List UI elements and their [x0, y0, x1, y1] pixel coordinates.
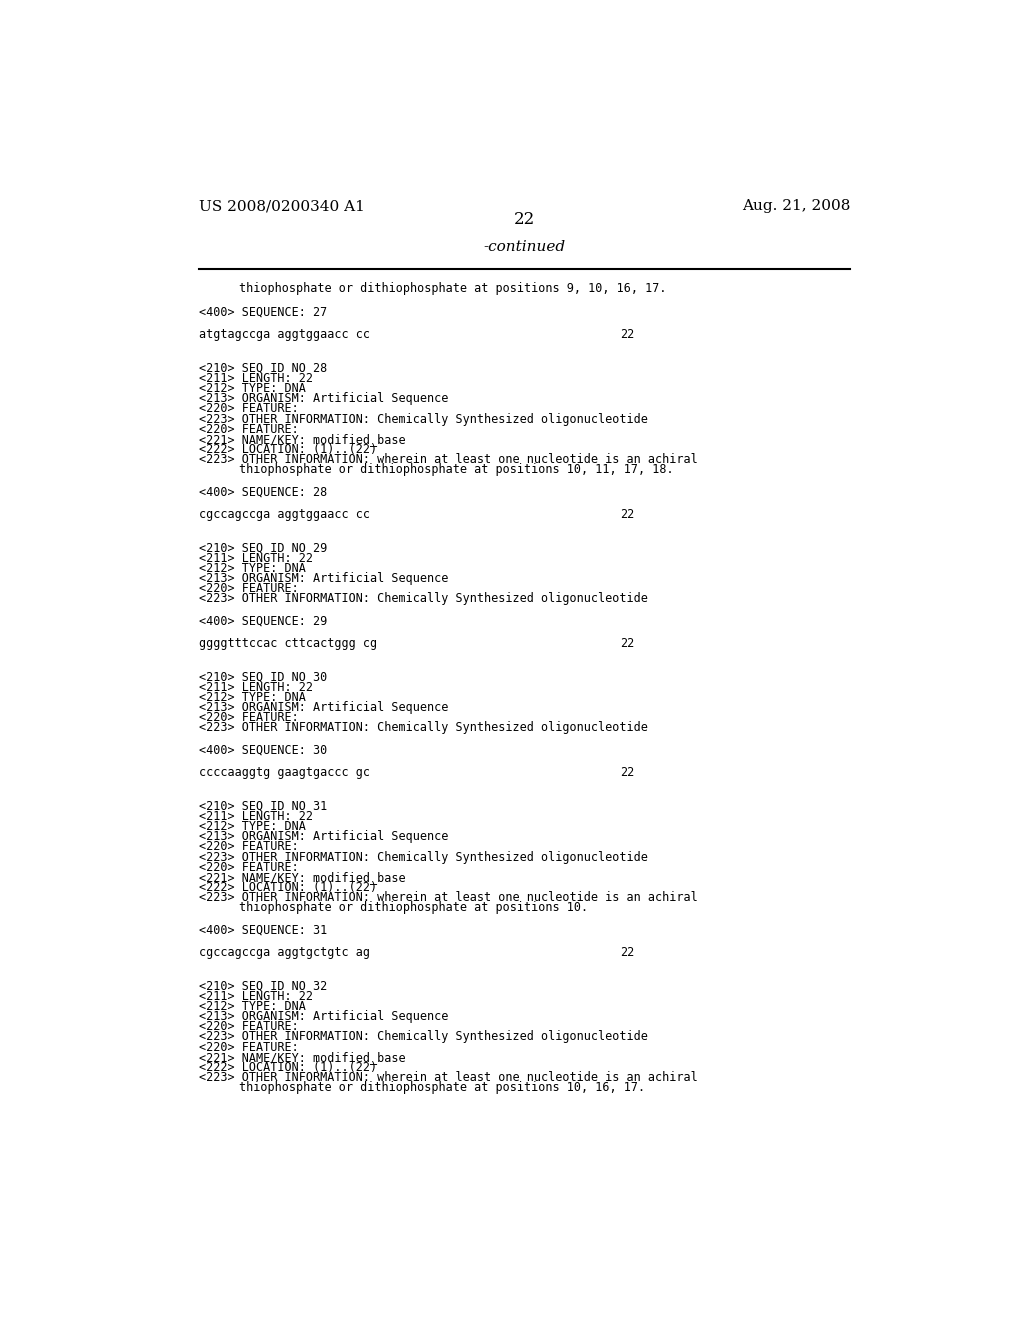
Text: <211> LENGTH: 22: <211> LENGTH: 22	[200, 552, 313, 565]
Text: <211> LENGTH: 22: <211> LENGTH: 22	[200, 990, 313, 1003]
Text: <211> LENGTH: 22: <211> LENGTH: 22	[200, 681, 313, 694]
Text: <211> LENGTH: 22: <211> LENGTH: 22	[200, 372, 313, 385]
Text: <213> ORGANISM: Artificial Sequence: <213> ORGANISM: Artificial Sequence	[200, 830, 449, 843]
Text: <212> TYPE: DNA: <212> TYPE: DNA	[200, 690, 306, 704]
Text: <213> ORGANISM: Artificial Sequence: <213> ORGANISM: Artificial Sequence	[200, 392, 449, 405]
Text: <220> FEATURE:: <220> FEATURE:	[200, 422, 299, 436]
Text: atgtagccga aggtggaacc cc: atgtagccga aggtggaacc cc	[200, 329, 371, 341]
Text: <212> TYPE: DNA: <212> TYPE: DNA	[200, 1001, 306, 1012]
Text: <212> TYPE: DNA: <212> TYPE: DNA	[200, 820, 306, 833]
Text: <213> ORGANISM: Artificial Sequence: <213> ORGANISM: Artificial Sequence	[200, 1010, 449, 1023]
Text: <220> FEATURE:: <220> FEATURE:	[200, 582, 299, 595]
Text: <221> NAME/KEY: modified_base: <221> NAME/KEY: modified_base	[200, 871, 407, 884]
Text: 22: 22	[620, 329, 634, 341]
Text: <223> OTHER INFORMATION: Chemically Synthesized oligonucleotide: <223> OTHER INFORMATION: Chemically Synt…	[200, 850, 648, 863]
Text: -continued: -continued	[483, 240, 566, 253]
Text: thiophosphate or dithiophosphate at positions 10.: thiophosphate or dithiophosphate at posi…	[240, 902, 588, 915]
Text: <211> LENGTH: 22: <211> LENGTH: 22	[200, 810, 313, 822]
Text: <212> TYPE: DNA: <212> TYPE: DNA	[200, 562, 306, 576]
Text: <210> SEQ ID NO 32: <210> SEQ ID NO 32	[200, 979, 328, 993]
Text: cgccagccga aggtgctgtc ag: cgccagccga aggtgctgtc ag	[200, 946, 371, 960]
Text: <210> SEQ ID NO 31: <210> SEQ ID NO 31	[200, 800, 328, 813]
Text: <223> OTHER INFORMATION: Chemically Synthesized oligonucleotide: <223> OTHER INFORMATION: Chemically Synt…	[200, 722, 648, 734]
Text: <400> SEQUENCE: 27: <400> SEQUENCE: 27	[200, 306, 328, 318]
Text: <400> SEQUENCE: 31: <400> SEQUENCE: 31	[200, 924, 328, 937]
Text: <223> OTHER INFORMATION: Chemically Synthesized oligonucleotide: <223> OTHER INFORMATION: Chemically Synt…	[200, 1031, 648, 1044]
Text: <220> FEATURE:: <220> FEATURE:	[200, 861, 299, 874]
Text: ggggtttccac cttcactggg cg: ggggtttccac cttcactggg cg	[200, 638, 378, 651]
Text: <223> OTHER INFORMATION: wherein at least one nucleotide is an achiral: <223> OTHER INFORMATION: wherein at leas…	[200, 891, 698, 904]
Text: <213> ORGANISM: Artificial Sequence: <213> ORGANISM: Artificial Sequence	[200, 572, 449, 585]
Text: Aug. 21, 2008: Aug. 21, 2008	[741, 199, 850, 213]
Text: <220> FEATURE:: <220> FEATURE:	[200, 841, 299, 854]
Text: <400> SEQUENCE: 29: <400> SEQUENCE: 29	[200, 615, 328, 628]
Text: <223> OTHER INFORMATION: Chemically Synthesized oligonucleotide: <223> OTHER INFORMATION: Chemically Synt…	[200, 412, 648, 425]
Text: <223> OTHER INFORMATION: Chemically Synthesized oligonucleotide: <223> OTHER INFORMATION: Chemically Synt…	[200, 593, 648, 606]
Text: <210> SEQ ID NO 30: <210> SEQ ID NO 30	[200, 671, 328, 684]
Text: <220> FEATURE:: <220> FEATURE:	[200, 711, 299, 725]
Text: 22: 22	[514, 211, 536, 228]
Text: <223> OTHER INFORMATION: wherein at least one nucleotide is an achiral: <223> OTHER INFORMATION: wherein at leas…	[200, 1071, 698, 1084]
Text: thiophosphate or dithiophosphate at positions 10, 16, 17.: thiophosphate or dithiophosphate at posi…	[240, 1081, 645, 1094]
Text: thiophosphate or dithiophosphate at positions 9, 10, 16, 17.: thiophosphate or dithiophosphate at posi…	[240, 282, 667, 296]
Text: <220> FEATURE:: <220> FEATURE:	[200, 1020, 299, 1034]
Text: <222> LOCATION: (1)..(22): <222> LOCATION: (1)..(22)	[200, 1061, 378, 1074]
Text: <212> TYPE: DNA: <212> TYPE: DNA	[200, 381, 306, 395]
Text: <220> FEATURE:: <220> FEATURE:	[200, 403, 299, 416]
Text: <222> LOCATION: (1)..(22): <222> LOCATION: (1)..(22)	[200, 880, 378, 894]
Text: <210> SEQ ID NO 28: <210> SEQ ID NO 28	[200, 362, 328, 375]
Text: 22: 22	[620, 508, 634, 521]
Text: thiophosphate or dithiophosphate at positions 10, 11, 17, 18.: thiophosphate or dithiophosphate at posi…	[240, 463, 674, 477]
Text: <210> SEQ ID NO 29: <210> SEQ ID NO 29	[200, 541, 328, 554]
Text: <221> NAME/KEY: modified_base: <221> NAME/KEY: modified_base	[200, 433, 407, 446]
Text: <400> SEQUENCE: 28: <400> SEQUENCE: 28	[200, 486, 328, 499]
Text: 22: 22	[620, 638, 634, 651]
Text: ccccaaggtg gaagtgaccc gc: ccccaaggtg gaagtgaccc gc	[200, 766, 371, 779]
Text: cgccagccga aggtggaacc cc: cgccagccga aggtggaacc cc	[200, 508, 371, 521]
Text: 22: 22	[620, 766, 634, 779]
Text: <222> LOCATION: (1)..(22): <222> LOCATION: (1)..(22)	[200, 444, 378, 455]
Text: <223> OTHER INFORMATION: wherein at least one nucleotide is an achiral: <223> OTHER INFORMATION: wherein at leas…	[200, 453, 698, 466]
Text: <213> ORGANISM: Artificial Sequence: <213> ORGANISM: Artificial Sequence	[200, 701, 449, 714]
Text: 22: 22	[620, 946, 634, 960]
Text: <220> FEATURE:: <220> FEATURE:	[200, 1040, 299, 1053]
Text: <221> NAME/KEY: modified_base: <221> NAME/KEY: modified_base	[200, 1051, 407, 1064]
Text: US 2008/0200340 A1: US 2008/0200340 A1	[200, 199, 366, 213]
Text: <400> SEQUENCE: 30: <400> SEQUENCE: 30	[200, 744, 328, 756]
